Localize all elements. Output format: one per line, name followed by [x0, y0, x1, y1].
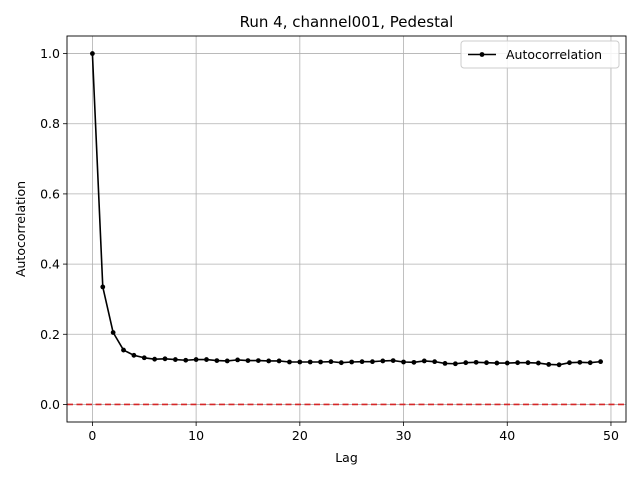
data-point	[401, 359, 406, 365]
axes-border	[66, 35, 627, 423]
data-point	[359, 359, 365, 365]
x-tick-label: 20	[292, 428, 308, 443]
data-point	[504, 360, 510, 366]
data-point	[442, 360, 448, 366]
data-point	[193, 357, 199, 362]
data-point	[183, 357, 189, 363]
data-point	[411, 359, 417, 365]
series-layer	[90, 51, 603, 368]
y-tick-label: 0.4	[40, 257, 60, 272]
plot-frame	[66, 35, 627, 423]
data-point	[297, 359, 303, 365]
data-point	[598, 359, 603, 365]
data-point	[473, 359, 479, 365]
data-point	[535, 360, 541, 366]
x-tick-label: 30	[396, 428, 412, 443]
data-point	[525, 360, 531, 366]
data-point	[131, 352, 137, 358]
data-point	[287, 359, 292, 365]
y-tick-label: 1.0	[40, 46, 60, 61]
data-point	[380, 358, 386, 364]
data-point	[121, 347, 126, 353]
x-tick-label: 50	[603, 428, 619, 443]
data-point	[484, 360, 489, 366]
data-point	[204, 357, 209, 362]
x-tick-label: 40	[499, 428, 515, 443]
y-axis-label: Autocorrelation	[13, 181, 28, 277]
data-point	[567, 360, 572, 366]
y-tick-label: 0.2	[40, 327, 60, 342]
data-point	[370, 359, 375, 365]
legend: Autocorrelation	[460, 40, 620, 69]
data-point	[338, 360, 344, 366]
data-point	[515, 360, 521, 366]
data-point	[100, 284, 106, 290]
y-tick-label: 0.8	[40, 116, 60, 131]
data-point	[172, 357, 178, 362]
data-point	[266, 358, 272, 364]
y-tick-label: 0.6	[40, 186, 60, 201]
data-point	[235, 357, 241, 363]
y-tick-label: 0.0	[40, 397, 60, 412]
x-tick-label: 0	[88, 428, 96, 443]
legend-entry-autocorrelation: Autocorrelation	[506, 47, 602, 62]
data-point	[141, 355, 147, 361]
data-point	[546, 362, 552, 367]
data-point	[110, 330, 116, 335]
x-axis-label: Lag	[335, 450, 358, 465]
legend-box	[460, 40, 620, 69]
data-point	[577, 359, 583, 365]
x-tick-label: 10	[188, 428, 204, 443]
data-point	[255, 358, 261, 363]
grid	[67, 36, 626, 422]
data-point	[152, 356, 158, 362]
legend-marker-sample	[479, 52, 485, 57]
series-line	[91, 53, 601, 366]
data-point	[432, 359, 438, 365]
data-point	[307, 359, 313, 365]
data-point	[276, 358, 282, 364]
chart-title: Run 4, channel001, Pedestal	[240, 13, 454, 31]
data-point	[494, 360, 500, 366]
data-point	[328, 359, 334, 365]
data-point	[390, 358, 396, 363]
data-point	[556, 362, 562, 368]
data-point	[90, 51, 95, 56]
data-point	[162, 356, 168, 362]
data-point	[214, 358, 220, 363]
data-point	[318, 359, 323, 365]
data-point	[421, 358, 427, 364]
data-point	[349, 359, 355, 365]
data-point	[463, 360, 469, 366]
data-point	[224, 358, 230, 364]
ticks: 0 10 20 30 40 50 0.0 0.2 0.4 0.6 0.8 1.0	[40, 46, 619, 443]
data-point	[452, 361, 458, 367]
data-point	[587, 360, 593, 366]
data-point	[245, 358, 251, 363]
